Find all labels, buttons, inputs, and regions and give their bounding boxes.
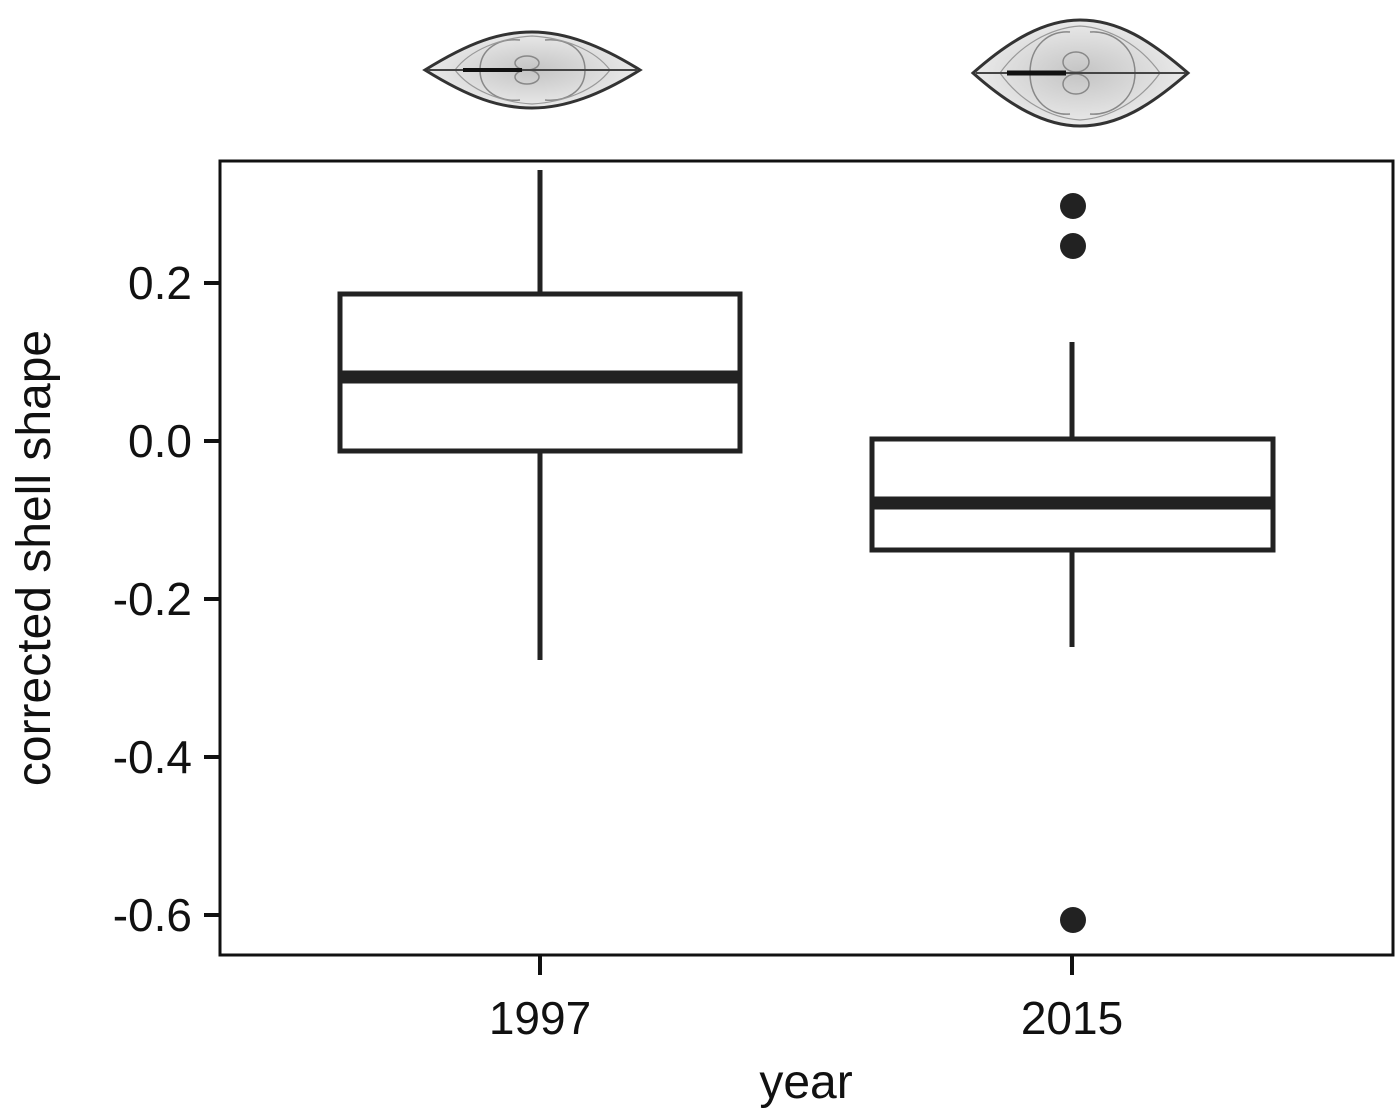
outlier-point (1060, 233, 1086, 259)
x-tick-label: 2015 (1021, 992, 1123, 1044)
y-tick-label: -0.6 (113, 889, 192, 941)
outlier-point (1060, 193, 1086, 219)
y-tick-label: -0.4 (113, 731, 192, 783)
y-tick-label: -0.2 (113, 573, 192, 625)
shell-icon-1997 (422, 30, 643, 110)
x-axis-title: year (759, 1056, 852, 1109)
x-tick-label: 1997 (489, 992, 591, 1044)
box-2015 (869, 193, 1276, 933)
box-1997 (337, 170, 743, 660)
outlier-point (1060, 907, 1086, 933)
y-tick-label: 0.2 (128, 257, 192, 309)
y-axis-title: corrected shell shape (8, 330, 61, 786)
x-axis: 1997 2015 (489, 955, 1123, 1044)
y-axis: 0.2 0.0 -0.2 -0.4 -0.6 (113, 257, 220, 941)
shell-icon-2015 (970, 18, 1191, 128)
y-tick-label: 0.0 (128, 415, 192, 467)
plot-frame (218, 159, 1395, 957)
